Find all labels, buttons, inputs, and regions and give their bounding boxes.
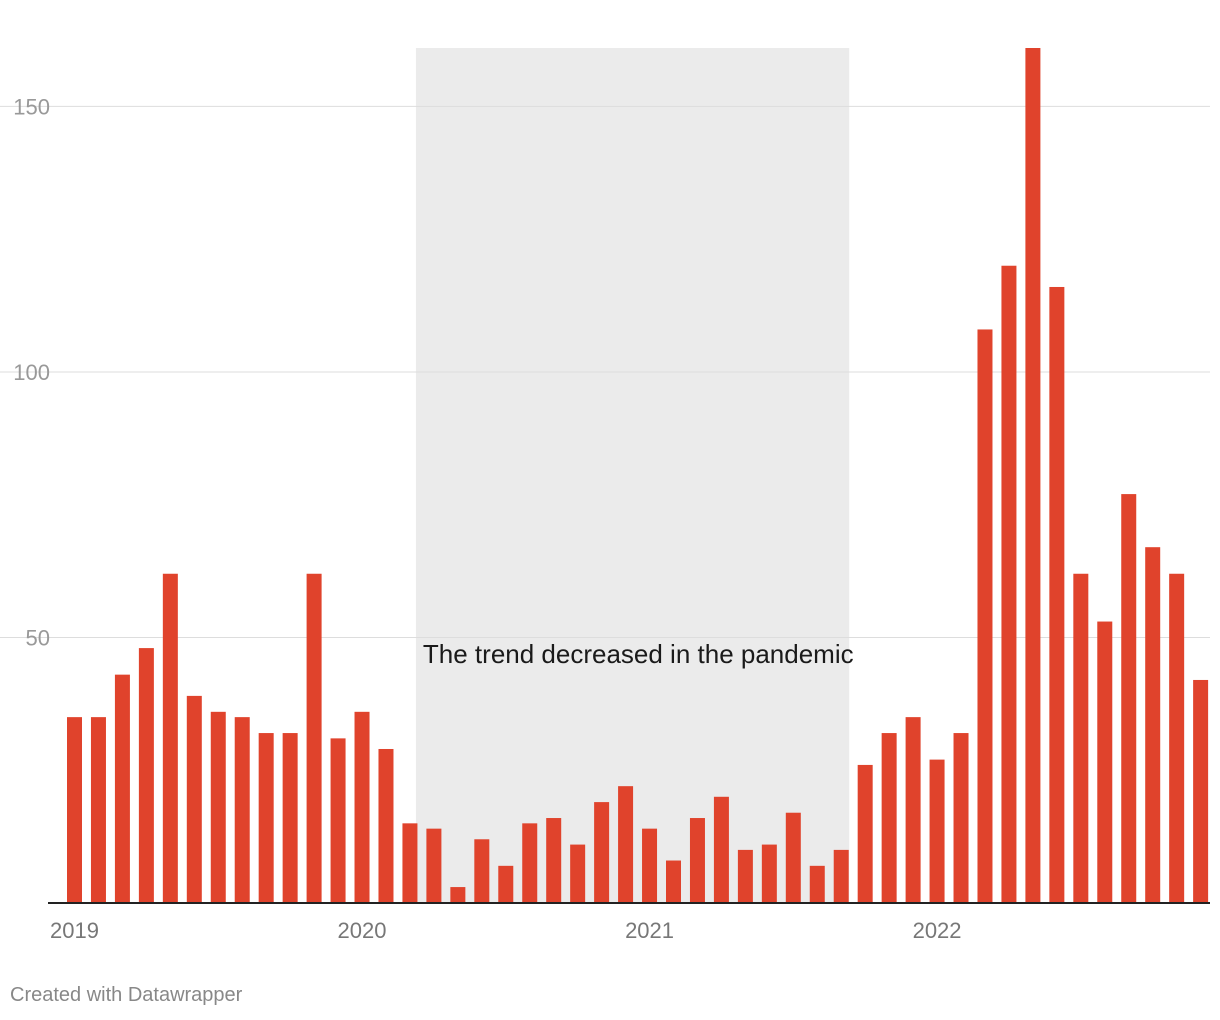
bar-2019-09: [258, 733, 274, 903]
bars: [67, 48, 1209, 904]
y-tick-label-50: 50: [26, 625, 50, 650]
bar-2021-01: [642, 828, 658, 903]
bar-2020-02: [378, 748, 394, 903]
bar-2020-11: [594, 802, 610, 903]
bar-2021-04: [713, 796, 729, 903]
bar-2019-10: [282, 733, 298, 903]
bar-2022-01: [929, 759, 945, 903]
bar-2020-05: [450, 887, 466, 903]
bar-2021-08: [809, 865, 825, 903]
datawrapper-credit: Created with Datawrapper: [10, 984, 243, 1006]
bar-2020-08: [522, 823, 538, 903]
bar-2020-10: [570, 844, 586, 903]
bar-2020-07: [498, 865, 514, 903]
x-tick-label-2021: 2021: [625, 918, 674, 943]
pandemic-annotation: The trend decreased in the pandemic: [423, 639, 854, 669]
bar-2019-12: [330, 738, 346, 903]
bar-2020-12: [618, 786, 634, 903]
bar-2021-02: [666, 860, 681, 903]
bar-2020-09: [546, 818, 562, 903]
bar-2022-06: [1049, 286, 1065, 904]
axes: 50 100 150 2019 2020 2021 2022: [13, 94, 1210, 943]
bar-2019-07: [210, 711, 226, 903]
bar-2019-01: [67, 717, 82, 903]
x-tick-label-2019: 2019: [50, 918, 99, 943]
bar-chart: 50 100 150 2019 2020 2021 2022 The trend decre…: [0, 48, 1210, 943]
pandemic-highlight-layer: [415, 48, 850, 903]
bar-2020-04: [426, 828, 442, 903]
bar-2022-07: [1073, 573, 1089, 903]
bar-2021-05: [737, 849, 753, 903]
bar-2020-03: [402, 823, 418, 903]
bar-2019-05: [162, 573, 178, 903]
bar-2022-04: [1001, 265, 1017, 904]
bar-2019-08: [234, 717, 250, 903]
bar-2019-03: [114, 674, 130, 903]
bar-2020-01: [354, 711, 370, 903]
bar-2022-02: [953, 733, 969, 903]
bar-2022-12: [1193, 679, 1209, 903]
bar-2020-06: [474, 839, 490, 903]
bar-2022-10: [1145, 547, 1161, 903]
bar-2022-09: [1121, 494, 1137, 903]
x-tick-label-2020: 2020: [338, 918, 387, 943]
y-tick-label-100: 100: [13, 360, 50, 385]
bar-2019-04: [138, 648, 154, 903]
bar-2021-09: [833, 849, 849, 903]
y-tick-label-150: 150: [13, 94, 50, 119]
annotations: The trend decreased in the pandemic: [423, 639, 854, 669]
bar-2022-05: [1025, 48, 1041, 903]
x-tick-label-2022: 2022: [913, 918, 962, 943]
bar-2021-12: [905, 717, 921, 903]
bar-2019-06: [186, 695, 202, 903]
bar-2022-03: [977, 329, 993, 904]
bar-2019-11: [306, 573, 322, 903]
bar-2022-08: [1097, 621, 1113, 903]
bar-2022-11: [1169, 573, 1185, 903]
bar-2021-11: [881, 733, 897, 903]
bar-2021-07: [785, 812, 801, 903]
bar-2021-06: [761, 844, 777, 903]
bar-2019-02: [90, 717, 106, 903]
pandemic-highlight-region: [415, 48, 850, 903]
bar-2021-03: [689, 818, 705, 903]
bar-2021-10: [857, 764, 873, 903]
